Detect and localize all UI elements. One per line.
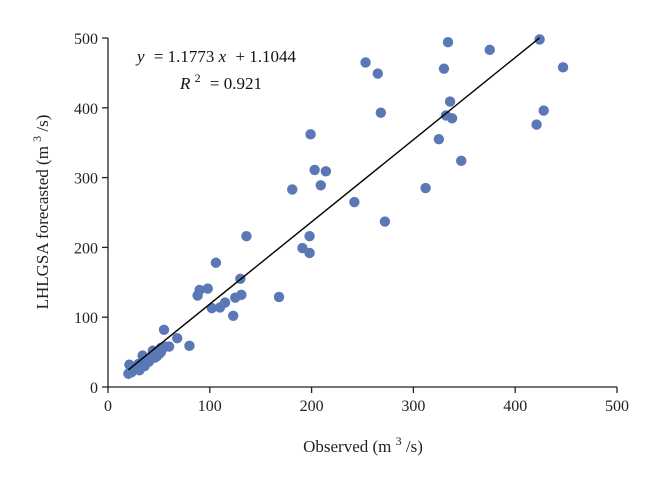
- equation-x: x: [218, 47, 227, 66]
- equation-slope: = 1.1773: [154, 47, 215, 66]
- data-point: [210, 257, 222, 268]
- y-tick-label: 0: [90, 380, 98, 397]
- equation-y: y: [135, 47, 145, 66]
- x-tick-label: 200: [300, 398, 324, 415]
- data-point: [228, 310, 239, 322]
- x-axis-title-sup: 3: [396, 434, 402, 448]
- data-point: [158, 324, 170, 335]
- data-point: [442, 36, 454, 48]
- x-tick-label: 400: [503, 398, 527, 415]
- x-axis-title: Observed (m 3 /s): [303, 430, 423, 456]
- x-axis-title-tail: /s): [406, 437, 423, 456]
- data-point: [194, 284, 205, 296]
- data-point: [206, 302, 218, 314]
- data-point: [184, 340, 195, 352]
- x-ticks: 0 100 200 300 400 500: [104, 387, 629, 415]
- x-tick-label: 100: [198, 398, 222, 415]
- y-ticks: 0 100 200 300 400 500: [74, 31, 108, 397]
- equation-text: y = 1.1773 x + 1.1044: [135, 47, 297, 66]
- data-point: [304, 231, 315, 242]
- data-point: [531, 119, 542, 130]
- y-tick-label: 500: [74, 31, 98, 48]
- data-point: [236, 289, 247, 301]
- data-point: [273, 291, 285, 303]
- data-point: [557, 62, 569, 73]
- data-point: [202, 283, 213, 294]
- data-point: [438, 63, 450, 74]
- r-label: R: [179, 74, 191, 93]
- data-point: [534, 34, 545, 45]
- r-superscript: 2: [195, 71, 201, 85]
- y-tick-label: 100: [74, 310, 98, 327]
- y-axis-title-main: LHLGSA forecasted (m: [33, 146, 52, 309]
- data-point: [172, 332, 183, 344]
- data-point: [315, 180, 326, 191]
- data-point: [433, 134, 445, 145]
- r-value: = 0.921: [210, 74, 262, 93]
- data-point: [456, 155, 467, 167]
- data-point: [360, 57, 371, 68]
- data-point: [309, 164, 320, 176]
- data-points: [123, 34, 569, 379]
- x-tick-label: 0: [104, 398, 112, 415]
- y-axis-title-sup: 3: [30, 136, 44, 142]
- data-point: [349, 196, 360, 208]
- data-point: [372, 68, 383, 79]
- data-point: [219, 297, 231, 308]
- data-point: [375, 107, 387, 118]
- data-point: [304, 247, 315, 259]
- data-point: [163, 341, 175, 352]
- data-point: [241, 231, 252, 242]
- data-point: [420, 182, 431, 194]
- y-tick-label: 400: [74, 101, 98, 118]
- data-point: [305, 129, 316, 140]
- regression-line: [127, 37, 541, 371]
- y-axis-title-tail: /s): [33, 115, 52, 132]
- y-axis-title: LHLGSA forecasted (m 3 /s): [26, 115, 52, 310]
- data-point: [538, 105, 549, 116]
- equation-intercept: + 1.1044: [235, 47, 296, 66]
- x-axis-title-main: Observed (m: [303, 437, 391, 456]
- data-point: [446, 113, 458, 124]
- data-point: [287, 184, 298, 195]
- r-squared-text: R 2 = 0.921: [179, 67, 262, 93]
- x-tick-label: 500: [605, 398, 629, 415]
- y-tick-label: 200: [74, 240, 98, 257]
- x-tick-label: 300: [401, 398, 425, 415]
- data-point: [320, 166, 332, 177]
- y-tick-label: 300: [74, 171, 98, 188]
- data-point: [379, 216, 391, 227]
- data-point: [444, 96, 456, 107]
- data-point: [484, 44, 495, 56]
